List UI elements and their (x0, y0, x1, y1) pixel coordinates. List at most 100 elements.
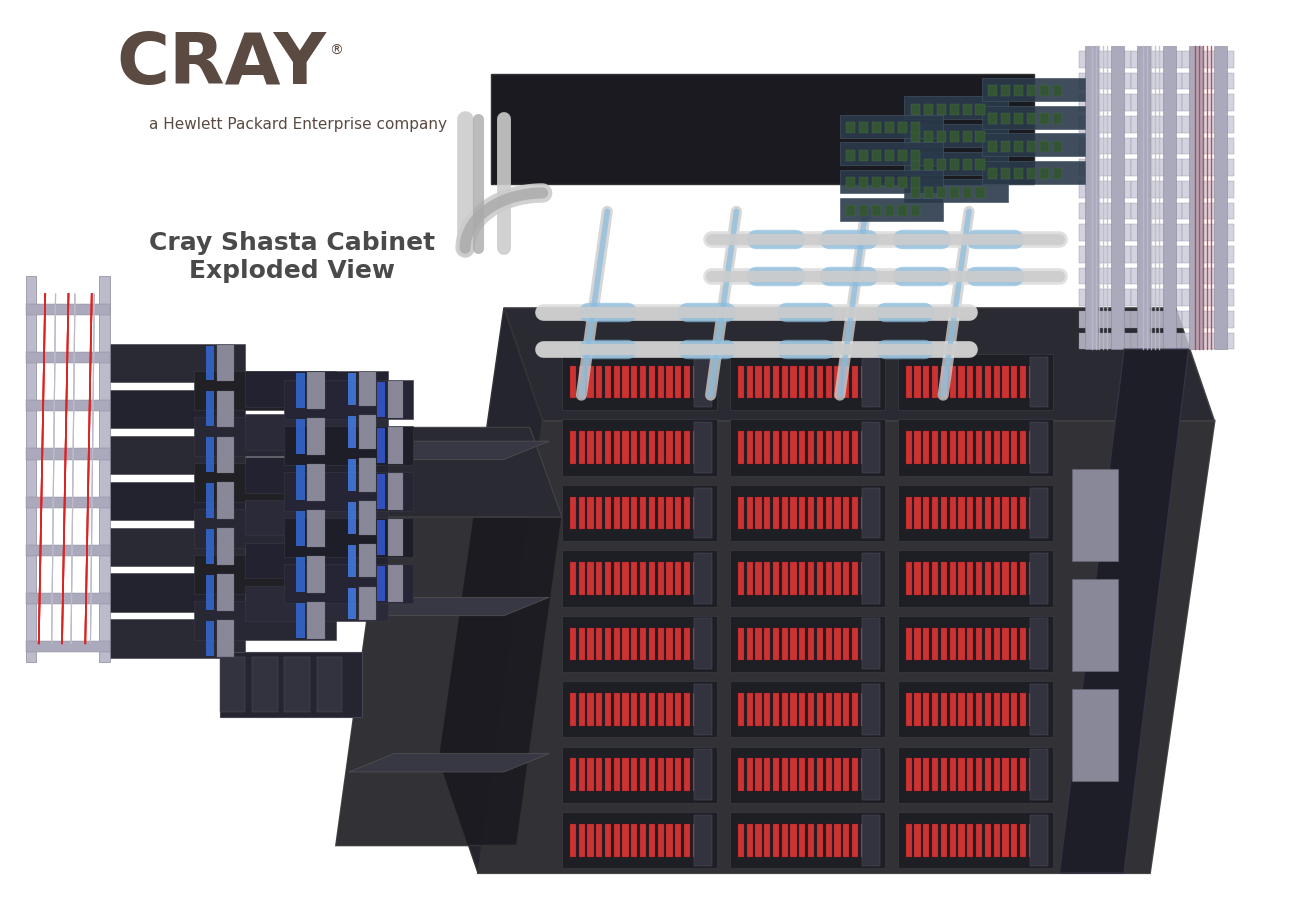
Polygon shape (1182, 267, 1234, 284)
Bar (738, 758, 744, 791)
Bar (579, 431, 585, 464)
Bar (623, 628, 629, 660)
Bar (782, 693, 788, 726)
Bar (359, 544, 376, 577)
Bar (932, 496, 938, 529)
Bar (588, 496, 593, 529)
Bar (317, 657, 342, 712)
Bar (959, 431, 965, 464)
Bar (924, 562, 929, 595)
Polygon shape (1130, 73, 1182, 89)
Bar (683, 562, 690, 595)
Bar (667, 628, 673, 660)
Bar (658, 628, 664, 660)
Bar (968, 562, 973, 595)
Bar (941, 431, 947, 464)
Polygon shape (1130, 289, 1182, 306)
Bar (950, 496, 956, 529)
Bar (898, 150, 907, 161)
Bar (296, 557, 305, 592)
Bar (975, 824, 982, 857)
Bar (649, 628, 655, 660)
Bar (658, 431, 664, 464)
Bar (950, 824, 956, 857)
Bar (730, 354, 885, 410)
Bar (683, 824, 690, 857)
Bar (941, 496, 947, 529)
Bar (694, 684, 712, 735)
Bar (1019, 693, 1026, 726)
Bar (959, 628, 965, 660)
Bar (846, 122, 855, 133)
Bar (959, 693, 965, 726)
Bar (694, 618, 712, 669)
Polygon shape (1079, 51, 1130, 68)
Bar (738, 824, 744, 857)
Bar (911, 104, 920, 115)
Bar (738, 562, 744, 595)
Bar (623, 758, 629, 791)
Bar (968, 824, 973, 857)
Bar (756, 758, 761, 791)
Bar (614, 758, 620, 791)
Bar (911, 177, 920, 188)
Bar (862, 553, 880, 604)
Bar (658, 758, 664, 791)
Bar (941, 693, 947, 726)
Bar (570, 562, 576, 595)
Bar (676, 431, 681, 464)
Bar (605, 496, 611, 529)
Bar (1019, 431, 1026, 464)
Bar (348, 545, 357, 576)
Bar (941, 628, 947, 660)
Bar (579, 628, 585, 660)
Bar (632, 366, 637, 398)
Bar (862, 487, 880, 539)
Bar (649, 693, 655, 726)
Bar (205, 437, 214, 472)
Bar (694, 750, 712, 800)
Bar (885, 177, 894, 188)
Bar (667, 366, 673, 398)
Bar (975, 366, 982, 398)
Bar (826, 824, 832, 857)
Bar (1014, 85, 1023, 96)
Bar (1040, 113, 1049, 124)
Bar (730, 812, 885, 868)
Bar (245, 457, 388, 493)
Bar (915, 693, 921, 726)
Bar (1019, 628, 1026, 660)
Polygon shape (1182, 246, 1234, 263)
Bar (588, 366, 593, 398)
Bar (667, 496, 673, 529)
Bar (994, 628, 1000, 660)
Bar (932, 366, 938, 398)
Bar (773, 496, 779, 529)
Bar (975, 431, 982, 464)
Bar (296, 373, 305, 408)
Polygon shape (1079, 246, 1130, 263)
Bar (1030, 750, 1048, 800)
Bar (985, 693, 991, 726)
Polygon shape (504, 308, 1214, 421)
Bar (205, 621, 214, 656)
Polygon shape (1182, 95, 1234, 111)
Bar (844, 758, 849, 791)
Bar (205, 346, 214, 380)
Bar (1003, 366, 1009, 398)
Bar (693, 758, 699, 791)
Bar (562, 550, 717, 607)
Bar (950, 562, 956, 595)
Bar (596, 628, 602, 660)
Bar (764, 628, 770, 660)
Bar (898, 122, 907, 133)
Bar (1003, 758, 1009, 791)
Bar (941, 758, 947, 791)
Bar (800, 366, 805, 398)
Polygon shape (349, 597, 549, 616)
Bar (835, 758, 841, 791)
Bar (614, 693, 620, 726)
Bar (808, 758, 814, 791)
Bar (950, 758, 956, 791)
Bar (632, 628, 637, 660)
